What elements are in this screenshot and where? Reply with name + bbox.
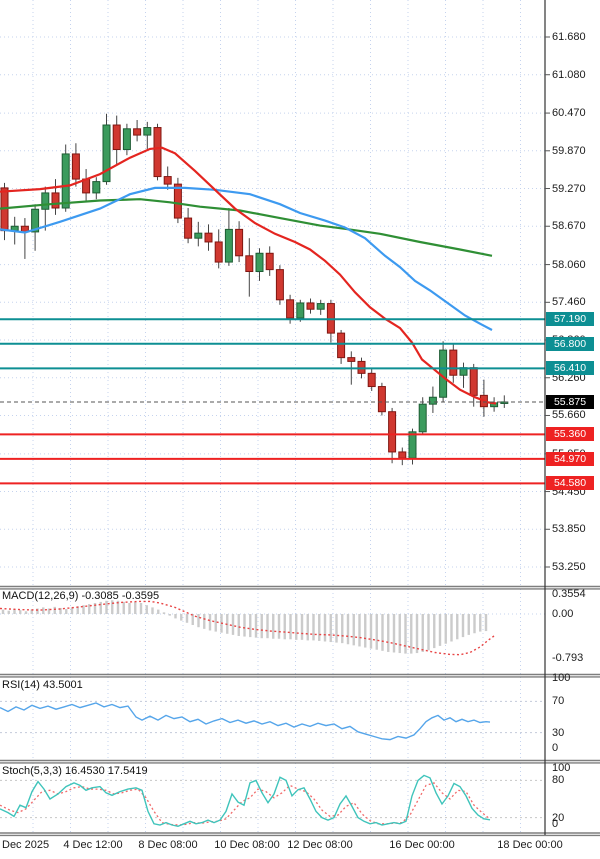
ma-green-line <box>0 198 493 257</box>
macd-layer <box>0 600 545 656</box>
price-axis-label: 55.660 <box>552 409 586 422</box>
candle-bullish <box>41 192 50 210</box>
candle-bullish <box>122 128 131 151</box>
candle-bullish <box>61 153 70 209</box>
time-axis-label: 12 Dec 08:00 <box>287 839 353 851</box>
candle-bearish <box>173 183 182 219</box>
price-axis-label: 60.470 <box>552 107 586 120</box>
resistance-price-badge: 57.190 <box>546 312 594 327</box>
candle-bearish <box>469 367 478 396</box>
candle-bullish <box>418 403 427 433</box>
candle-bearish <box>133 128 142 136</box>
ma-blue-line <box>0 186 493 331</box>
candle-bearish <box>245 255 254 273</box>
candle-bearish <box>163 176 172 185</box>
price-axis-label: 58.060 <box>552 258 586 271</box>
time-axis-label: Dec 2025 <box>2 839 50 851</box>
candle-bearish <box>347 357 356 362</box>
stoch-scale-label: 80 <box>552 774 565 787</box>
price-axis-label: 59.270 <box>552 182 586 195</box>
resistance-price-badge: 56.800 <box>546 336 594 351</box>
rsi-layer <box>0 700 545 741</box>
candle-bearish <box>112 124 121 151</box>
candle-bullish <box>194 232 203 239</box>
candle-bearish <box>337 332 346 359</box>
candle-bullish <box>296 302 305 319</box>
stoch-scale-label: 100 <box>552 762 571 774</box>
time-axis-label: 18 Dec 00:00 <box>497 839 563 851</box>
candle-bullish <box>255 252 264 273</box>
time-axis-label: 16 Dec 00:00 <box>389 839 455 851</box>
time-axis-label: 4 Dec 12:00 <box>63 839 123 851</box>
stoch-k-line <box>0 774 491 828</box>
candle-bearish <box>265 252 274 271</box>
rsi-scale-label: 30 <box>552 726 565 739</box>
candle-bullish <box>316 303 325 310</box>
frame-layer <box>0 0 600 837</box>
moving-averages-layer <box>0 146 497 405</box>
candle-bearish <box>235 228 244 257</box>
levels-layer <box>0 318 545 485</box>
candle-bearish <box>367 372 376 388</box>
candle-bullish <box>224 228 233 263</box>
current-price-badge: 55.875 <box>546 394 594 409</box>
macd-signal-line <box>0 600 495 656</box>
rsi-scale-label: 100 <box>552 672 571 684</box>
price-axis-label: 57.460 <box>552 296 586 309</box>
candle-bearish <box>184 217 193 239</box>
candle-bearish <box>214 241 223 263</box>
time-axis-label: 8 Dec 08:00 <box>138 839 198 851</box>
candle-bullish <box>143 127 152 136</box>
stoch-indicator-label: Stoch(5,3,3) 16.4530 17.5419 <box>2 765 148 777</box>
stoch-scale-label: 20 <box>552 811 565 824</box>
macd-scale-label: 0.3554 <box>552 588 586 601</box>
candle-bearish <box>306 302 315 310</box>
resistance-price-badge: 56.410 <box>546 361 594 376</box>
price-axis-label: 61.680 <box>552 31 586 43</box>
price-axis-label: 59.870 <box>552 144 586 157</box>
macd-indicator-label: MACD(12,26,9) -0.3085 -0.3595 <box>2 590 160 602</box>
candle-bullish <box>408 431 417 459</box>
rsi-indicator-label: RSI(14) 43.5001 <box>2 679 83 691</box>
stoch-layer <box>0 774 545 828</box>
candle-bearish <box>449 349 458 376</box>
candle-bullish <box>428 396 437 405</box>
support-price-badge: 55.360 <box>546 427 594 442</box>
candle-bearish <box>275 269 284 301</box>
candle-bearish <box>204 232 213 243</box>
candle-bearish <box>153 127 162 178</box>
price-axis-label: 61.080 <box>552 68 586 81</box>
ma-red-line <box>0 146 497 405</box>
candle-bullish <box>92 181 101 194</box>
candle-bearish <box>51 192 60 209</box>
rsi-scale-label: 70 <box>552 695 565 708</box>
candle-bearish <box>71 153 80 180</box>
candle-bearish <box>377 386 386 413</box>
grid-layer <box>0 0 545 833</box>
candle-bearish <box>388 411 397 453</box>
stoch-scale-label: 0 <box>552 818 559 830</box>
rsi-line <box>0 702 491 741</box>
candle-bearish <box>398 451 407 459</box>
rsi-scale-label: 0 <box>552 742 559 754</box>
candle-bullish <box>102 124 111 183</box>
stoch-d-line <box>0 782 491 826</box>
macd-scale-label: 0.00 <box>552 608 574 620</box>
support-price-badge: 54.970 <box>546 451 594 466</box>
macd-scale-label: -0.793 <box>552 651 584 664</box>
candle-bullish <box>31 208 40 233</box>
price-axis-label: 53.850 <box>552 523 586 536</box>
support-price-badge: 54.580 <box>546 476 594 491</box>
price-axis-label: 58.670 <box>552 220 586 233</box>
candle-bearish <box>286 299 295 319</box>
time-axis-label: 10 Dec 08:00 <box>214 839 280 851</box>
candles-layer <box>0 113 509 466</box>
price-axis-label: 53.250 <box>552 560 586 573</box>
